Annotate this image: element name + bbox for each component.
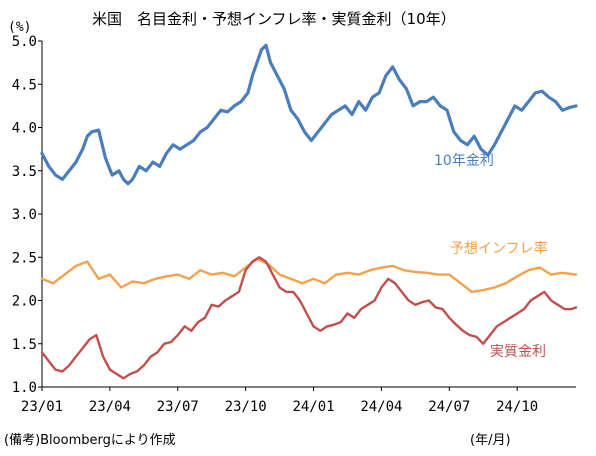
y-tick-label: 5.0: [12, 34, 37, 50]
x-tick-label: 23/07: [157, 399, 199, 415]
y-axis-ticks: 1.0 1.5 2.0 2.5 3.0 3.5 4.0 4.5 5.0: [12, 34, 42, 396]
y-tick-label: 3.0: [12, 207, 37, 223]
series-line-expected-inflation: [40, 257, 578, 294]
x-axis-unit: (年/月): [470, 433, 511, 448]
series-line-real-yield: [40, 256, 578, 380]
y-tick-label: 1.0: [12, 380, 37, 396]
x-tick-label: 23/10: [225, 399, 267, 415]
y-tick-label: 1.5: [12, 337, 37, 353]
x-tick-label: 24/10: [496, 399, 538, 415]
series-label-real-yield: 実質金利: [490, 344, 546, 360]
x-tick-label: 24/07: [428, 399, 470, 415]
x-tick-label: 23/01: [21, 399, 63, 415]
series-label-expected-inflation: 予想インフレ率: [450, 240, 548, 257]
plot-area: [40, 43, 578, 380]
y-tick-label: 2.5: [12, 250, 37, 266]
series-label-10y-yield: 10年金利: [434, 153, 494, 169]
y-tick-label: 4.5: [12, 77, 37, 93]
x-tick-label: 23/04: [89, 399, 131, 415]
chart-title: 米国 名目金利・予想インフレ率・実質金利（10年）: [92, 10, 456, 28]
series-line-10y-yield: [40, 43, 578, 186]
y-tick-label: 3.5: [12, 164, 37, 180]
x-tick-label: 24/04: [360, 399, 402, 415]
y-tick-label: 4.0: [12, 121, 37, 137]
source-note: (備考)Bloombergにより作成: [4, 432, 176, 448]
x-tick-label: 24/01: [292, 399, 334, 415]
y-tick-label: 2.0: [12, 294, 37, 310]
x-axis-ticks: 23/01 23/04 23/07 23/10 24/01 24/04 24/07 24/10: [21, 387, 538, 415]
y-axis-unit: (%): [8, 20, 31, 35]
